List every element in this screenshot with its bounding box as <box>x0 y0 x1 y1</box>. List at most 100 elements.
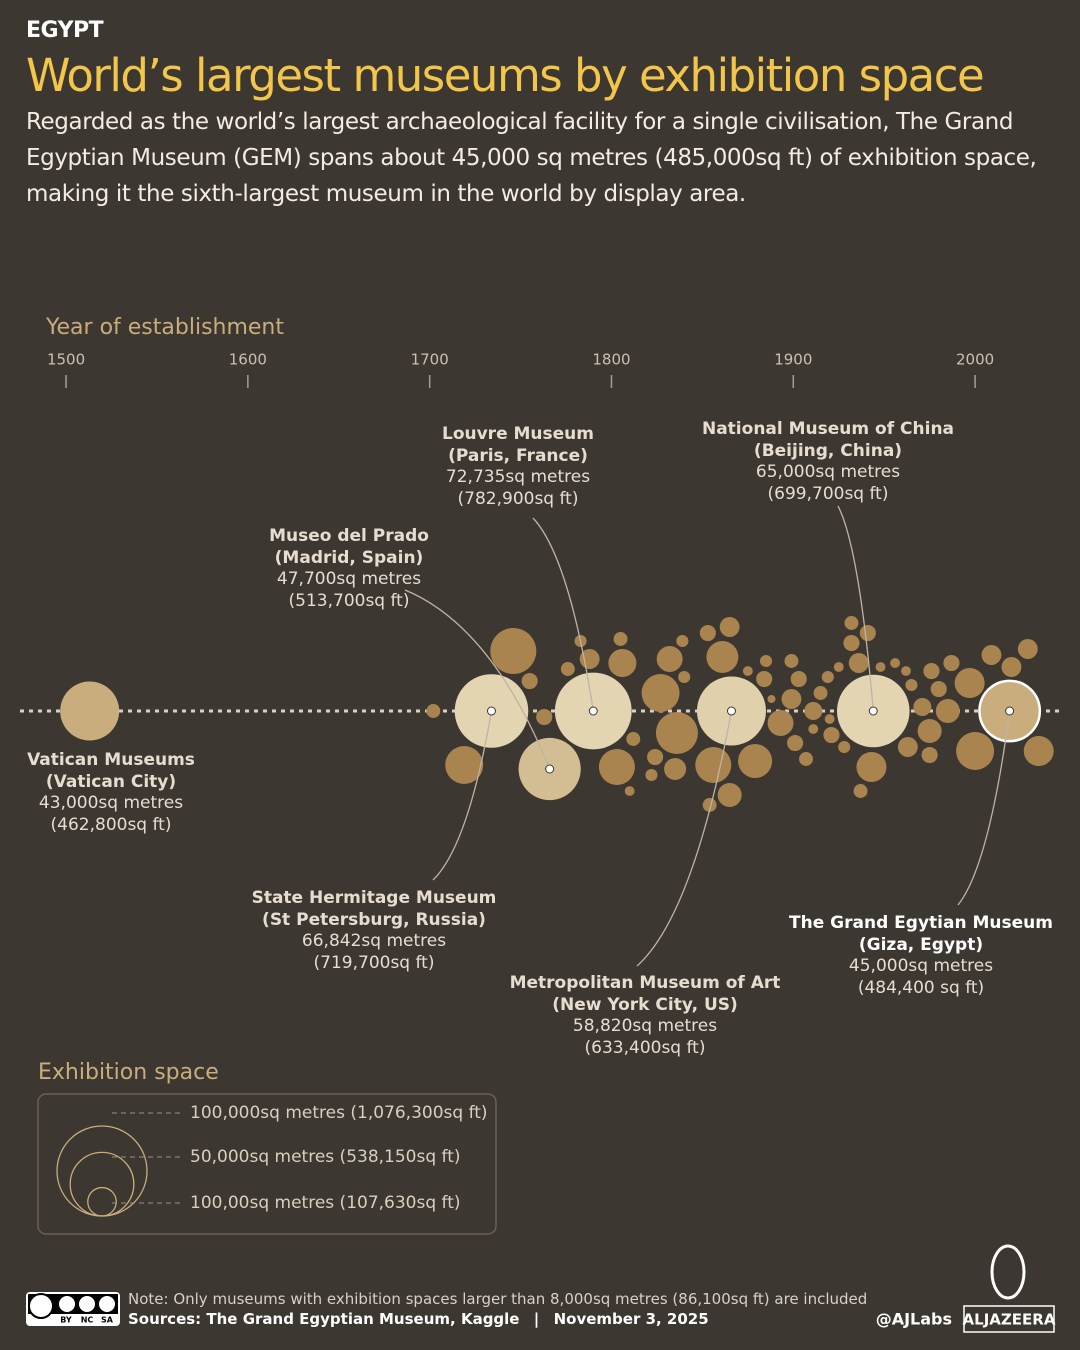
other-bubble <box>935 699 960 723</box>
legend-title: Exhibition space <box>38 1060 219 1085</box>
cc-badge: BY NC SA <box>26 1292 120 1326</box>
leader-line <box>404 589 551 770</box>
other-bubble <box>699 624 716 642</box>
other-bubble <box>781 689 802 709</box>
other-bubble <box>647 748 664 766</box>
other-bubble <box>787 734 804 752</box>
leader-line <box>532 517 594 712</box>
leader-dot <box>868 706 878 716</box>
museum-location: (Vatican City) <box>46 772 176 792</box>
leader-line <box>432 710 493 881</box>
museum-name: National Museum of China <box>702 419 954 439</box>
museum-area-ft: (719,700sq ft) <box>314 953 435 973</box>
other-bubble <box>859 624 876 642</box>
museum-area: 66,842sq metres <box>302 931 446 951</box>
other-bubble <box>913 698 932 716</box>
other-bubble <box>759 654 773 668</box>
museum-area: 47,700sq metres <box>277 569 421 589</box>
other-bubble <box>843 634 860 652</box>
other-bubble <box>901 666 911 676</box>
museum-area: 58,820sq metres <box>573 1016 717 1036</box>
x-tick-label: 1500 <box>47 351 85 369</box>
cc-label: NC <box>81 1316 94 1325</box>
other-bubble <box>742 666 753 676</box>
bubbles <box>60 616 1054 812</box>
other-bubble <box>824 714 835 724</box>
other-bubble <box>930 680 947 698</box>
other-bubble <box>560 662 575 676</box>
other-bubble <box>813 686 828 700</box>
museum-location: (St Petersburg, Russia) <box>262 910 486 930</box>
other-bubble <box>1023 736 1054 766</box>
other-bubble <box>767 710 794 736</box>
sources: Sources: The Grand Egyptian Museum, Kagg… <box>128 1310 520 1328</box>
leader-line <box>636 710 733 967</box>
other-bubble <box>702 798 717 812</box>
other-bubble <box>655 711 698 755</box>
museum-area-ft: (782,900sq ft) <box>458 489 579 509</box>
leader-line <box>957 710 1011 906</box>
museum-location: (Madrid, Spain) <box>275 548 424 568</box>
legend-box <box>37 1093 497 1235</box>
other-bubble <box>833 662 844 672</box>
cc-label: SA <box>101 1316 114 1325</box>
museum-location: (Beijing, China) <box>754 441 902 461</box>
date: November 3, 2025 <box>553 1310 709 1328</box>
leader-dot <box>726 706 736 716</box>
museum-name: Vatican Museums <box>27 750 195 770</box>
legend-label: 100,00sq metres (107,630sq ft) <box>190 1193 461 1213</box>
museum-area-ft: (633,400sq ft) <box>585 1038 706 1058</box>
other-bubble <box>613 632 628 646</box>
museum-area-ft: (462,800sq ft) <box>51 815 172 835</box>
other-bubble <box>445 746 484 784</box>
other-bubble <box>917 719 942 743</box>
title: World’s largest museums by exhibition sp… <box>26 49 985 102</box>
other-bubble <box>808 724 819 734</box>
other-bubble <box>767 694 776 704</box>
note: Note: Only museums with exhibition space… <box>128 1290 868 1308</box>
leader-dot <box>486 706 496 716</box>
other-bubble <box>717 783 742 807</box>
museum-name: State Hermitage Museum <box>252 888 497 908</box>
other-bubble <box>905 678 918 692</box>
other-bubble <box>536 708 553 726</box>
other-bubble <box>838 740 851 754</box>
museum-area-ft: (699,700sq ft) <box>768 484 889 504</box>
museum-area-ft: (513,700sq ft) <box>289 591 410 611</box>
museum-name: Museo del Prado <box>269 526 429 546</box>
other-bubble <box>1017 639 1038 659</box>
museum-location: (New York City, US) <box>552 995 738 1015</box>
cc-icon <box>28 1293 54 1319</box>
by-icon <box>59 1296 75 1312</box>
leader-line <box>837 505 874 712</box>
other-bubble <box>799 752 813 766</box>
x-tick-label: 1900 <box>774 351 812 369</box>
other-bubble <box>608 648 637 678</box>
other-bubble <box>823 726 840 744</box>
other-bubble <box>848 653 869 673</box>
sa-icon <box>99 1296 115 1312</box>
logo-box <box>963 1305 1055 1333</box>
kicker: EGYPT <box>26 18 104 43</box>
footer: Note: Only museums with exhibition space… <box>128 1289 867 1329</box>
other-bubble <box>598 749 635 785</box>
legend-circle <box>69 1151 135 1217</box>
other-bubble <box>656 646 683 672</box>
museum-name: The Grand Egytian Museum <box>789 913 1053 933</box>
x-tick-label: 2000 <box>956 351 994 369</box>
x-tick-label: 1700 <box>411 351 449 369</box>
x-axis-title: Year of establishment <box>45 315 284 340</box>
other-bubble <box>756 670 773 688</box>
leader-dot <box>588 706 598 716</box>
legend-label: 100,000sq metres (1,076,300sq ft) <box>190 1103 488 1123</box>
separator: | <box>533 1310 540 1328</box>
museum-area: 72,735sq metres <box>446 467 590 487</box>
leader-dot <box>1005 706 1015 716</box>
other-bubble <box>695 747 732 783</box>
museum-area: 65,000sq metres <box>756 462 900 482</box>
x-tick-label: 1600 <box>229 351 267 369</box>
other-bubble <box>645 768 658 782</box>
x-tick-label: 1800 <box>592 351 630 369</box>
other-bubble <box>943 654 960 672</box>
other-bubble <box>426 704 441 718</box>
